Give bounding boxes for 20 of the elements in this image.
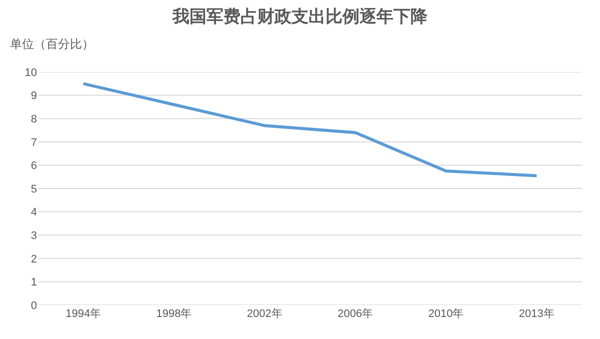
x-tick-label: 2002年 <box>246 308 282 320</box>
y-axis-title: 单位（百分比） <box>10 37 94 51</box>
x-tick-label: 1994年 <box>66 308 102 320</box>
y-tick-label: 3 <box>30 230 37 242</box>
y-tick-label: 10 <box>24 66 37 79</box>
y-tick-label: 1 <box>30 276 37 289</box>
y-tick-label: 2 <box>30 253 37 266</box>
x-tick-label: 2006年 <box>338 308 374 320</box>
y-tick-label: 6 <box>30 160 37 172</box>
y-tick-label: 0 <box>30 300 37 312</box>
y-tick-label: 9 <box>30 90 37 102</box>
x-tick-label: 1998年 <box>156 308 192 320</box>
x-tick-label: 2013年 <box>518 308 554 320</box>
y-tick-label: 8 <box>30 113 37 126</box>
line-series <box>82 82 538 178</box>
y-tick-label: 5 <box>30 183 37 196</box>
x-tick-label: 2010年 <box>428 308 464 320</box>
y-tick-label: 4 <box>30 206 37 219</box>
chart-title: 我国军费占财政支出比例逐年下降 <box>172 7 428 26</box>
y-tick-label: 7 <box>30 136 37 149</box>
